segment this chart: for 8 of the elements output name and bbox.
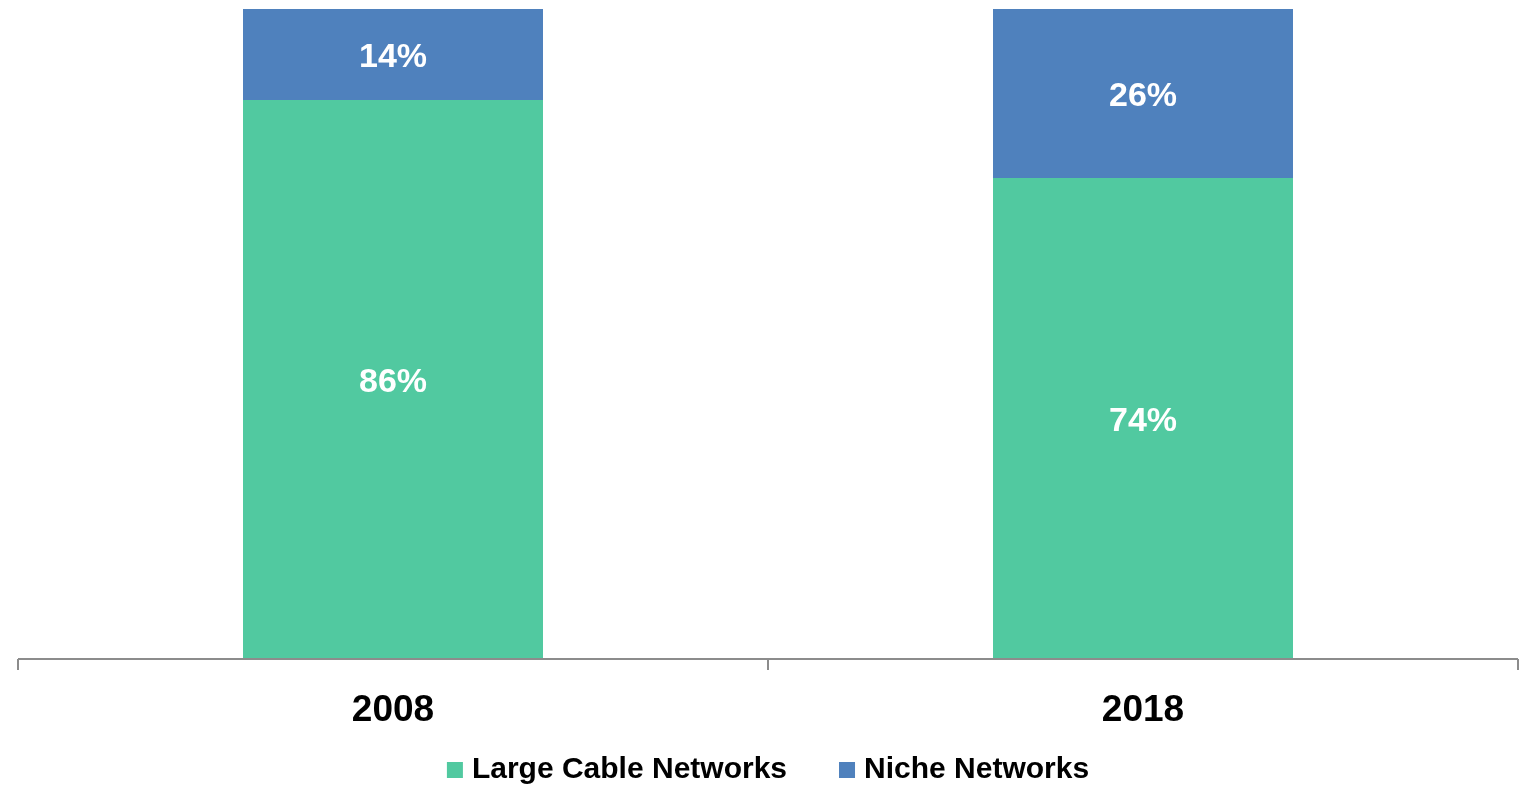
legend-label: Niche Networks [864,751,1090,784]
legend-label: Large Cable Networks [471,751,788,784]
x-tick-label: 2018 [1101,688,1185,729]
data-label: 26% [1108,74,1178,113]
data-label: 86% [358,360,428,399]
data-label: 14% [358,35,428,74]
data-label: 74% [1108,399,1178,438]
x-tick-label: 2008 [351,688,435,729]
